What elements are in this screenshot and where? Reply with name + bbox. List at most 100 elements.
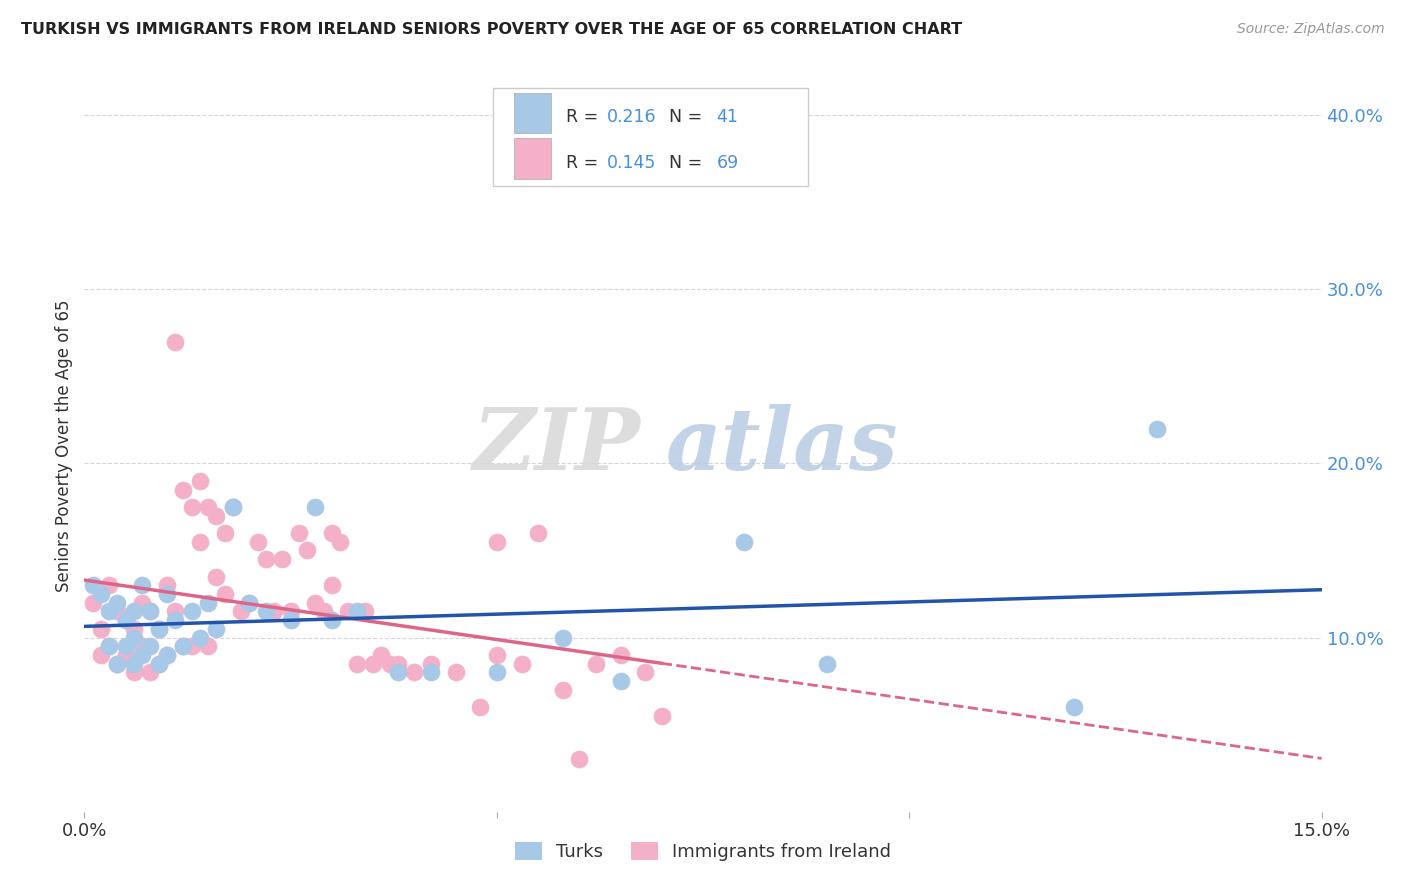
Point — [122, 622, 145, 636]
Point — [139, 604, 162, 618]
Point — [337, 604, 360, 618]
Point — [188, 534, 211, 549]
Point — [609, 648, 631, 662]
Point — [378, 657, 401, 671]
Point — [568, 752, 591, 766]
Point — [485, 665, 508, 680]
Y-axis label: Seniors Poverty Over the Age of 65: Seniors Poverty Over the Age of 65 — [55, 300, 73, 592]
Point — [295, 543, 318, 558]
Point — [205, 508, 228, 523]
Text: N =: N = — [658, 153, 709, 171]
Point — [470, 700, 492, 714]
Point — [288, 526, 311, 541]
Point — [122, 665, 145, 680]
Point — [105, 604, 128, 618]
Point — [148, 657, 170, 671]
Point — [197, 596, 219, 610]
Text: R =: R = — [565, 153, 603, 171]
Point — [156, 587, 179, 601]
Point — [370, 648, 392, 662]
Point — [197, 500, 219, 514]
Point — [90, 648, 112, 662]
Point — [131, 596, 153, 610]
Point — [90, 587, 112, 601]
Point — [156, 578, 179, 592]
Point — [634, 665, 657, 680]
Point — [609, 674, 631, 689]
Point — [387, 665, 409, 680]
Text: 41: 41 — [717, 108, 738, 126]
Point — [165, 613, 187, 627]
Point — [105, 657, 128, 671]
Point — [131, 640, 153, 654]
Point — [180, 604, 202, 618]
Point — [229, 604, 252, 618]
Point — [180, 640, 202, 654]
Point — [131, 578, 153, 592]
Text: TURKISH VS IMMIGRANTS FROM IRELAND SENIORS POVERTY OVER THE AGE OF 65 CORRELATIO: TURKISH VS IMMIGRANTS FROM IRELAND SENIO… — [21, 22, 962, 37]
Point — [165, 604, 187, 618]
Point — [271, 552, 294, 566]
Point — [304, 596, 326, 610]
Point — [114, 613, 136, 627]
Point — [346, 657, 368, 671]
Point — [485, 648, 508, 662]
Point — [188, 631, 211, 645]
Point — [485, 534, 508, 549]
Point — [156, 648, 179, 662]
Point — [165, 334, 187, 349]
Point — [238, 596, 260, 610]
FancyBboxPatch shape — [513, 93, 551, 133]
Text: 0.145: 0.145 — [606, 153, 655, 171]
Point — [114, 640, 136, 654]
Point — [263, 604, 285, 618]
Point — [172, 640, 194, 654]
Point — [98, 604, 121, 618]
Point — [82, 596, 104, 610]
Point — [98, 640, 121, 654]
Point — [214, 587, 236, 601]
Point — [321, 578, 343, 592]
Point — [254, 604, 277, 618]
Point — [361, 657, 384, 671]
FancyBboxPatch shape — [492, 87, 808, 186]
Point — [304, 500, 326, 514]
Point — [122, 657, 145, 671]
Point — [180, 500, 202, 514]
Point — [222, 500, 245, 514]
Point — [246, 534, 269, 549]
Point — [1063, 700, 1085, 714]
Point — [312, 604, 335, 618]
Point — [148, 622, 170, 636]
Point — [188, 474, 211, 488]
Point — [444, 665, 467, 680]
Text: N =: N = — [658, 108, 709, 126]
Point — [82, 578, 104, 592]
Point — [98, 640, 121, 654]
Text: ZIP: ZIP — [474, 404, 641, 488]
Point — [214, 526, 236, 541]
Point — [131, 648, 153, 662]
Text: 69: 69 — [717, 153, 740, 171]
Point — [651, 709, 673, 723]
Point — [329, 534, 352, 549]
Point — [205, 569, 228, 583]
FancyBboxPatch shape — [513, 138, 551, 178]
Point — [172, 483, 194, 497]
Point — [238, 596, 260, 610]
Point — [353, 604, 375, 618]
Point — [139, 665, 162, 680]
Point — [254, 552, 277, 566]
Point — [122, 604, 145, 618]
Text: atlas: atlas — [666, 404, 898, 488]
Text: R =: R = — [565, 108, 603, 126]
Point — [551, 631, 574, 645]
Point — [122, 631, 145, 645]
Point — [527, 526, 550, 541]
Point — [404, 665, 426, 680]
Point — [733, 534, 755, 549]
Point — [387, 657, 409, 671]
Point — [222, 500, 245, 514]
Point — [205, 622, 228, 636]
Point — [148, 622, 170, 636]
